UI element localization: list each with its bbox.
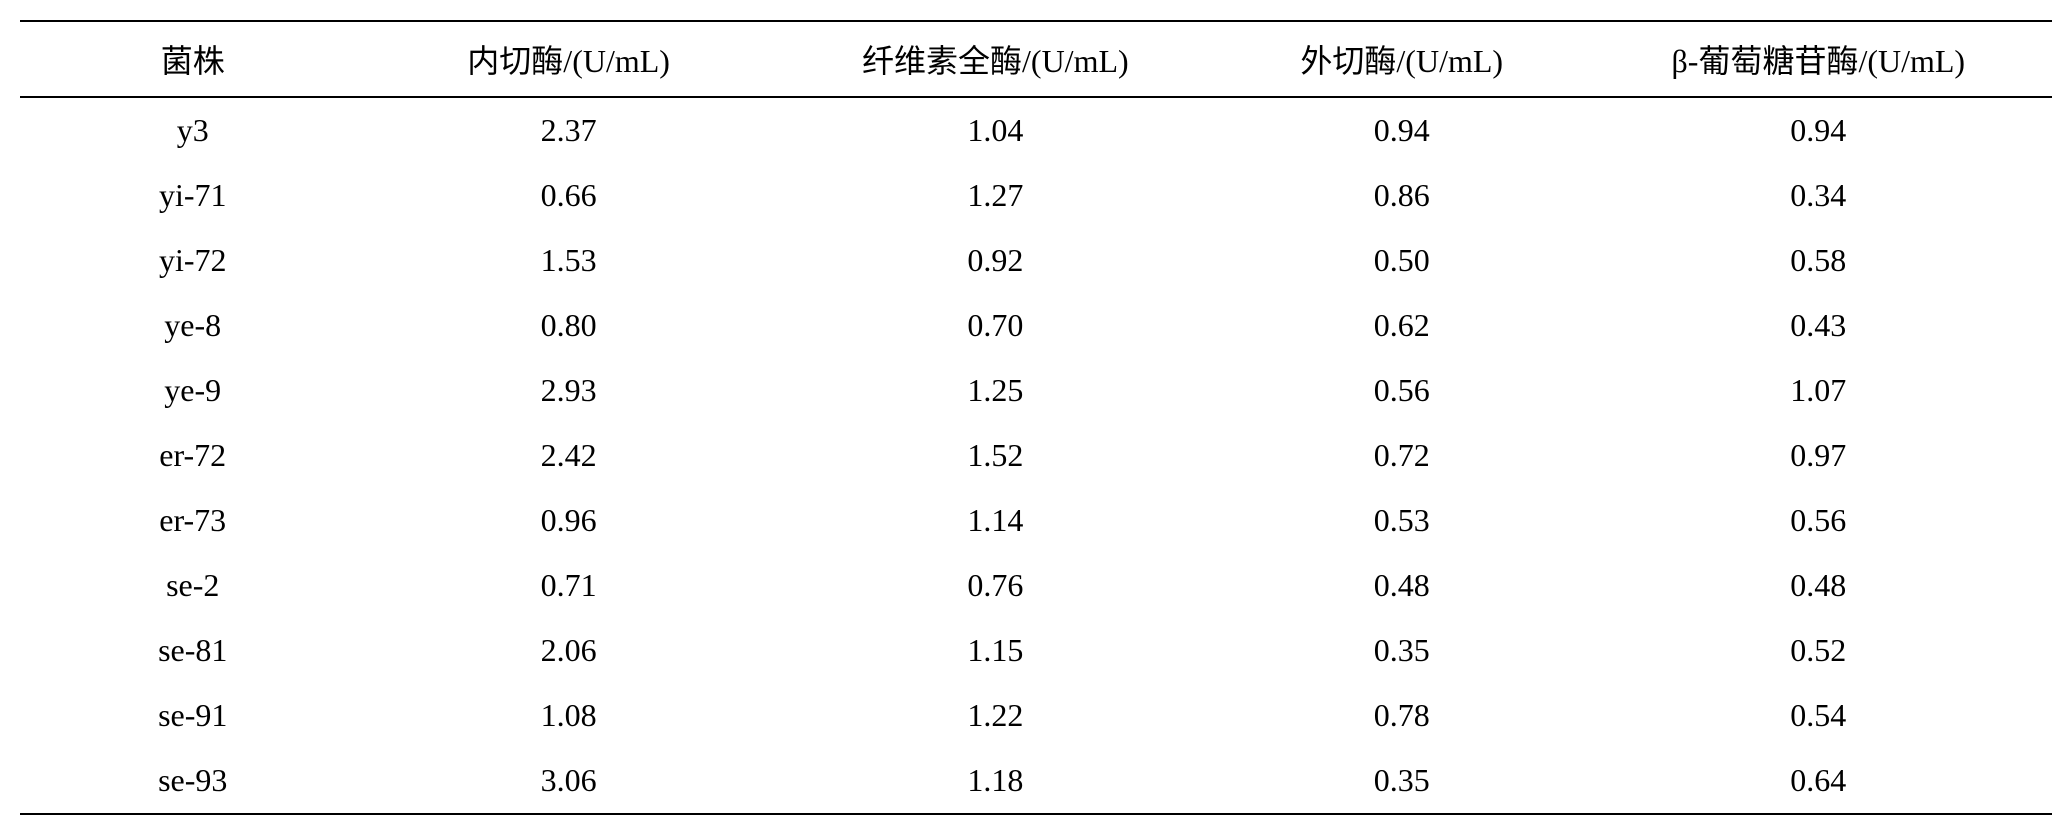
table-cell: 0.94: [1585, 97, 2052, 163]
table-cell: 2.93: [365, 358, 771, 423]
table-cell: 1.27: [772, 163, 1219, 228]
table-cell: 0.94: [1219, 97, 1585, 163]
data-table-container: 菌株 内切酶/(U/mL) 纤维素全酶/(U/mL) 外切酶/(U/mL) β-…: [20, 20, 2052, 815]
table-cell: 0.54: [1585, 683, 2052, 748]
table-cell: ye-9: [20, 358, 365, 423]
table-cell: 0.34: [1585, 163, 2052, 228]
table-cell: 1.08: [365, 683, 771, 748]
table-cell: 3.06: [365, 748, 771, 814]
column-header: β-葡萄糖苷酶/(U/mL): [1585, 21, 2052, 97]
table-cell: se-91: [20, 683, 365, 748]
table-cell: 1.04: [772, 97, 1219, 163]
table-cell: 0.53: [1219, 488, 1585, 553]
table-cell: ye-8: [20, 293, 365, 358]
table-cell: yi-71: [20, 163, 365, 228]
table-cell: 0.96: [365, 488, 771, 553]
table-row: ye-8 0.80 0.70 0.62 0.43: [20, 293, 2052, 358]
table-cell: 0.56: [1585, 488, 2052, 553]
table-cell: 0.43: [1585, 293, 2052, 358]
column-header: 菌株: [20, 21, 365, 97]
table-cell: 1.25: [772, 358, 1219, 423]
table-cell: se-81: [20, 618, 365, 683]
table-cell: 0.80: [365, 293, 771, 358]
table-cell: y3: [20, 97, 365, 163]
table-cell: 0.62: [1219, 293, 1585, 358]
table-cell: 1.53: [365, 228, 771, 293]
table-cell: 2.06: [365, 618, 771, 683]
table-cell: 0.66: [365, 163, 771, 228]
table-body: y3 2.37 1.04 0.94 0.94 yi-71 0.66 1.27 0…: [20, 97, 2052, 814]
table-cell: yi-72: [20, 228, 365, 293]
table-cell: 2.42: [365, 423, 771, 488]
table-cell: 0.56: [1219, 358, 1585, 423]
table-cell: 0.58: [1585, 228, 2052, 293]
table-row: se-81 2.06 1.15 0.35 0.52: [20, 618, 2052, 683]
table-cell: er-73: [20, 488, 365, 553]
table-cell: 1.15: [772, 618, 1219, 683]
table-cell: 1.14: [772, 488, 1219, 553]
table-cell: 0.64: [1585, 748, 2052, 814]
table-cell: 0.72: [1219, 423, 1585, 488]
table-cell: 1.18: [772, 748, 1219, 814]
table-cell: 0.35: [1219, 618, 1585, 683]
table-row: er-72 2.42 1.52 0.72 0.97: [20, 423, 2052, 488]
table-cell: 0.50: [1219, 228, 1585, 293]
table-row: yi-71 0.66 1.27 0.86 0.34: [20, 163, 2052, 228]
table-cell: se-2: [20, 553, 365, 618]
table-header-row: 菌株 内切酶/(U/mL) 纤维素全酶/(U/mL) 外切酶/(U/mL) β-…: [20, 21, 2052, 97]
table-cell: 1.22: [772, 683, 1219, 748]
enzyme-activity-table: 菌株 内切酶/(U/mL) 纤维素全酶/(U/mL) 外切酶/(U/mL) β-…: [20, 20, 2052, 815]
table-cell: 0.86: [1219, 163, 1585, 228]
table-row: er-73 0.96 1.14 0.53 0.56: [20, 488, 2052, 553]
table-row: yi-72 1.53 0.92 0.50 0.58: [20, 228, 2052, 293]
table-cell: 0.78: [1219, 683, 1585, 748]
table-cell: 0.70: [772, 293, 1219, 358]
table-cell: 0.76: [772, 553, 1219, 618]
table-cell: 0.48: [1219, 553, 1585, 618]
table-cell: 0.92: [772, 228, 1219, 293]
table-cell: se-93: [20, 748, 365, 814]
table-row: se-91 1.08 1.22 0.78 0.54: [20, 683, 2052, 748]
table-cell: er-72: [20, 423, 365, 488]
table-cell: 0.52: [1585, 618, 2052, 683]
column-header: 纤维素全酶/(U/mL): [772, 21, 1219, 97]
table-row: ye-9 2.93 1.25 0.56 1.07: [20, 358, 2052, 423]
column-header: 外切酶/(U/mL): [1219, 21, 1585, 97]
table-cell: 1.52: [772, 423, 1219, 488]
column-header: 内切酶/(U/mL): [365, 21, 771, 97]
table-row: se-2 0.71 0.76 0.48 0.48: [20, 553, 2052, 618]
table-cell: 0.48: [1585, 553, 2052, 618]
table-cell: 2.37: [365, 97, 771, 163]
table-cell: 0.71: [365, 553, 771, 618]
table-cell: 1.07: [1585, 358, 2052, 423]
table-cell: 0.97: [1585, 423, 2052, 488]
table-row: se-93 3.06 1.18 0.35 0.64: [20, 748, 2052, 814]
table-cell: 0.35: [1219, 748, 1585, 814]
table-row: y3 2.37 1.04 0.94 0.94: [20, 97, 2052, 163]
